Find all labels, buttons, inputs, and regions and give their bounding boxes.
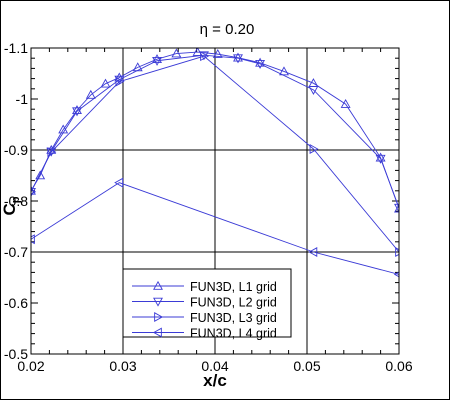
y-tick-label: -1 <box>16 91 29 107</box>
series-1-point <box>171 48 182 58</box>
series-1-point <box>100 78 111 88</box>
series-1-point <box>114 72 125 82</box>
series-4-point <box>31 234 35 245</box>
series-line-1 <box>31 51 399 209</box>
series-1-point <box>340 98 351 108</box>
series-1-point <box>152 54 163 64</box>
series-1-point <box>212 48 223 58</box>
series-1-point <box>255 57 266 67</box>
series-2-point <box>394 203 399 213</box>
y-axis-label-group: Cp <box>0 196 22 215</box>
x-tick-label: 0.06 <box>385 358 412 374</box>
series-3-point <box>115 76 125 87</box>
series-2 <box>31 51 399 213</box>
legend-item: FUN3D, L2 grid <box>132 296 277 310</box>
series-3-point <box>47 147 57 158</box>
series-1 <box>31 48 399 213</box>
y-tick-label: -0.9 <box>4 142 28 158</box>
y-tick-label: -1.1 <box>4 40 28 56</box>
x-axis-label: x/c <box>203 371 227 390</box>
series-4-point <box>308 247 318 257</box>
series-2-point <box>308 86 319 95</box>
series-line-3 <box>31 55 399 253</box>
series-1-point <box>375 152 386 162</box>
legend-marker <box>154 312 164 322</box>
series-4-point <box>114 177 124 188</box>
axes <box>30 47 400 355</box>
series-3-point <box>309 144 319 154</box>
chart-title: η = 0.20 <box>200 21 255 38</box>
series-1-point <box>35 170 46 180</box>
series-2-point <box>46 147 57 157</box>
legend-item: FUN3D, L3 grid <box>132 311 277 325</box>
legend-box <box>122 268 292 338</box>
grid-lines <box>30 47 400 355</box>
series-line-2 <box>31 54 399 208</box>
y-tick-label: -0.5 <box>4 346 28 362</box>
series-2-point <box>233 54 243 64</box>
series-3-point <box>395 247 399 257</box>
series-2-point <box>255 60 266 69</box>
plot-area-border <box>30 47 400 355</box>
series-2-point <box>152 56 163 66</box>
y-tick-label: -0.6 <box>4 295 28 311</box>
x-tick-label: 0.03 <box>109 358 136 374</box>
legend-marker <box>152 327 162 338</box>
series-2-point <box>375 154 386 164</box>
series-2-point <box>72 107 82 117</box>
legend-label: FUN3D, L2 grid <box>190 296 277 310</box>
series-2-point <box>31 188 36 197</box>
series-1-point <box>233 52 243 62</box>
x-tick-label: 0.02 <box>17 358 44 374</box>
legend-marker <box>153 297 163 307</box>
tick-labels: 0.02 0.03 0.04 0.05 0.06 -0.5 -0.6 -0.7 -0.8 -0.9… <box>4 40 413 374</box>
x-tick-label: 0.05 <box>293 358 320 374</box>
y-tick-label: -0.7 <box>4 244 28 260</box>
series-2-point <box>198 51 209 61</box>
series-1-point <box>85 89 96 99</box>
y-tick-label: -0.8 <box>4 193 28 209</box>
series-3-point <box>200 51 210 62</box>
legend-marker <box>153 280 163 290</box>
legend-label: FUN3D, L1 grid <box>190 280 277 294</box>
series-line-4 <box>31 182 399 275</box>
legend-label: FUN3D, L3 grid <box>190 311 277 325</box>
series-layer <box>31 48 399 278</box>
legend-item: FUN3D, L1 grid <box>132 280 277 294</box>
y-axis-label-subscript: p <box>10 196 22 203</box>
x-tick-label: 0.04 <box>201 358 228 374</box>
legend-label: FUN3D, L4 grid <box>190 327 277 341</box>
y-axis-label: Cp <box>1 196 22 215</box>
series-1-point <box>279 66 289 76</box>
legend-item: FUN3D, L4 grid <box>132 327 277 341</box>
